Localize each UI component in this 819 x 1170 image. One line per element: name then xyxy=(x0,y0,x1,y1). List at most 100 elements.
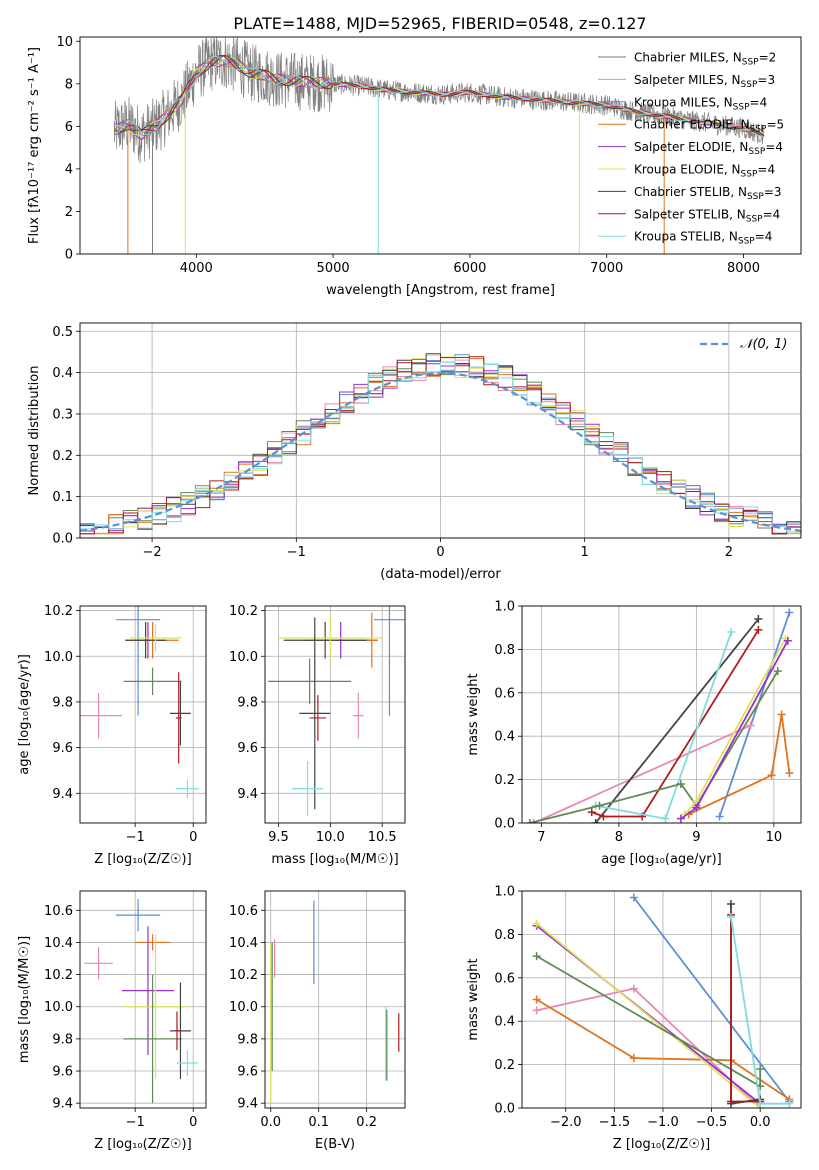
residuals-xtick-label: 2 xyxy=(725,545,733,560)
z-weight-series-line xyxy=(633,896,791,1103)
residuals-histogram xyxy=(80,361,801,533)
z-mass-ytick-label: 10.4 xyxy=(44,936,73,951)
spectrum-frame xyxy=(79,36,802,255)
z-mass-ytick-label: 10.0 xyxy=(44,1000,73,1015)
z-age-xtick-label: 0 xyxy=(189,830,197,845)
age-weight-ytick-label: 0.6 xyxy=(494,686,515,701)
residuals-frame xyxy=(79,322,802,539)
z-weight-marker xyxy=(629,1054,638,1063)
z-mass-ytick-label: 10.2 xyxy=(44,968,73,983)
spectrum-xtick-label: 5000 xyxy=(317,261,350,276)
z-mass-ytick-label: 9.8 xyxy=(52,1032,73,1047)
age-weight-ylabel: mass weight xyxy=(466,673,481,755)
age-weight-marker xyxy=(767,771,776,780)
residuals-ytick-label: 0.3 xyxy=(52,407,73,422)
spectrum-legend-label: Salpeter STELIB, NSSP=4 xyxy=(634,207,780,224)
age-weight-series-line xyxy=(529,670,779,823)
ebv-mass-xtick-label: 0.1 xyxy=(308,1115,329,1130)
age-weight-xlabel: age [log₁₀(age/yr)] xyxy=(601,852,722,867)
z-weight-xtick-label: −2.0 xyxy=(550,1115,582,1130)
z-weight-xlabel: Z [log₁₀(Z/Z☉)] xyxy=(613,1137,710,1152)
spectrum-xtick-label: 7000 xyxy=(590,261,623,276)
residuals-xtick-label: 1 xyxy=(581,545,589,560)
z-mass-frame xyxy=(79,890,207,1109)
age-weight-marker xyxy=(754,625,763,634)
z-age-ytick-label: 10.2 xyxy=(44,604,73,619)
age-weight-xtick-label: 10 xyxy=(766,830,783,845)
spectrum-model-line xyxy=(114,57,765,136)
z-weight-marker xyxy=(532,952,541,961)
spectrum-ytick-label: 4 xyxy=(65,162,73,177)
z-age-xlabel: Z [log₁₀(Z/Z☉)] xyxy=(94,852,191,867)
spectrum-legend-label: Kroupa STELIB, NSSP=4 xyxy=(634,230,772,247)
z-age-xtick-label: −1 xyxy=(126,830,145,845)
z-age-axes: −1 0 9.4 9.6 9.8 10.0 10.2 xyxy=(44,604,206,845)
age-weight-ytick-label: 0.2 xyxy=(494,773,515,788)
z-weight-marker xyxy=(727,900,736,909)
age-weight-series-line xyxy=(684,638,787,815)
age-weight-series-line xyxy=(594,618,760,823)
residuals-ytick-label: 0.1 xyxy=(52,490,73,505)
ebv-mass-ytick-label: 10.0 xyxy=(229,1000,258,1015)
residuals-ytick-label: 0.2 xyxy=(52,449,73,464)
z-weight-ytick-label: 0.8 xyxy=(494,928,515,943)
spectrum-ytick-label: 10 xyxy=(56,35,73,50)
ebv-mass-ytick-label: 9.8 xyxy=(237,1032,258,1047)
age-weight-marker xyxy=(785,769,794,778)
ebv-mass-ytick-label: 9.6 xyxy=(237,1065,258,1080)
ebv-mass-xlabel: E(B-V) xyxy=(315,1137,355,1152)
z-weight-marker xyxy=(756,1099,765,1108)
mass-age-frame xyxy=(264,605,406,824)
mass-age-ytick-label: 9.8 xyxy=(237,695,258,710)
z-weight-lines-group xyxy=(532,893,794,1108)
z-weight-marker xyxy=(629,893,638,902)
z-mass-points-group xyxy=(84,899,198,1104)
spectrum-legend-label: Chabrier ELODIE, NSSP=5 xyxy=(634,118,784,135)
age-weight-xtick-label: 7 xyxy=(537,830,545,845)
residuals-legend-label: 𝒩(0, 1) xyxy=(740,337,787,352)
spectrum-ytick-label: 6 xyxy=(65,120,73,135)
residuals-ytick-label: 0.4 xyxy=(52,366,73,381)
z-mass-axes: −1 0 9.4 9.6 9.8 10.0 10.2 10.4 10.6 xyxy=(44,891,206,1130)
mass-age-xlabel: mass [log₁₀(M/M☉)] xyxy=(271,852,398,867)
mass-age-xtick-label: 9.5 xyxy=(268,830,289,845)
age-weight-marker xyxy=(783,636,792,645)
age-weight-marker xyxy=(661,814,670,823)
age-weight-marker xyxy=(785,608,794,617)
z-weight-ylabel: mass weight xyxy=(466,958,481,1040)
spectrum-ylabel: Flux [fλ10⁻¹⁷ erg cm⁻² s⁻¹ A⁻¹] xyxy=(27,47,42,244)
z-weight-marker xyxy=(532,995,541,1004)
z-age-ytick-label: 9.6 xyxy=(52,741,73,756)
age-weight-xtick-label: 8 xyxy=(615,830,623,845)
age-weight-xtick-label: 9 xyxy=(692,830,700,845)
z-age-ytick-label: 9.4 xyxy=(52,787,73,802)
z-mass-xlabel: Z [log₁₀(Z/Z☉)] xyxy=(94,1137,191,1152)
z-weight-marker xyxy=(532,1006,541,1015)
age-weight-series-line xyxy=(688,714,791,816)
spectrum-model-line xyxy=(113,56,765,137)
z-weight-ytick-label: 0.4 xyxy=(494,1015,515,1030)
age-weight-marker xyxy=(746,721,755,730)
mass-age-ytick-label: 10.0 xyxy=(229,650,258,665)
z-mass-ytick-label: 9.6 xyxy=(52,1065,73,1080)
figure-title: PLATE=1488, MJD=52965, FIBERID=0548, z=0… xyxy=(233,14,646,33)
age-weight-marker xyxy=(777,710,786,719)
age-weight-ytick-label: 0.0 xyxy=(494,817,515,832)
residuals-ylabel: Normed distribution xyxy=(27,366,42,496)
age-weight-lines-group xyxy=(525,608,794,823)
z-weight-ytick-label: 0.6 xyxy=(494,971,515,986)
mass-age-axes: 9.5 10.0 10.5 9.4 9.6 9.8 10.0 10.2 xyxy=(229,604,405,845)
z-age-ytick-label: 9.8 xyxy=(52,695,73,710)
z-mass-ytick-label: 9.4 xyxy=(52,1097,73,1112)
age-weight-ytick-label: 0.8 xyxy=(494,643,515,658)
age-weight-marker xyxy=(715,812,724,821)
spectrum-legend-label: Chabrier MILES, NSSP=2 xyxy=(634,51,776,68)
spectrum-axes: 4000 5000 6000 7000 8000 0 2 4 6 8 10 xyxy=(56,35,760,276)
spectrum-ytick-label: 8 xyxy=(65,77,73,92)
age-weight-marker xyxy=(727,628,736,637)
z-weight-marker xyxy=(756,1064,765,1073)
mass-age-xtick-label: 10.0 xyxy=(316,830,345,845)
z-age-ytick-label: 10.0 xyxy=(44,650,73,665)
z-weight-xtick-label: 0.0 xyxy=(750,1115,771,1130)
